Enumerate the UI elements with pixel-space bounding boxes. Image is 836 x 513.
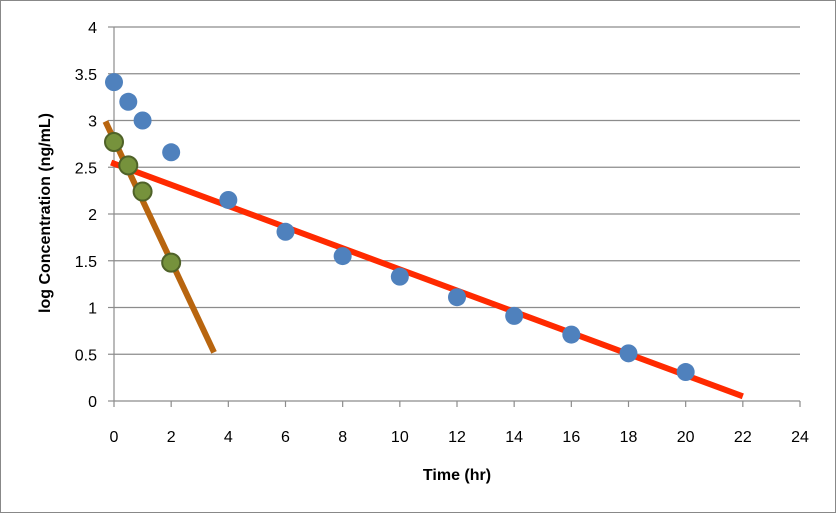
x-tick-label-0: 0 — [110, 429, 119, 446]
data-point-observed-8 — [448, 288, 466, 307]
data-point-observed-5 — [276, 222, 295, 241]
y-tick-label-2: 1 — [88, 301, 97, 318]
y-tick-label-7: 3.5 — [75, 67, 97, 84]
data-point-observed-4 — [219, 190, 238, 209]
x-tick-label-1: 2 — [167, 429, 176, 446]
data-point-observed-9 — [505, 306, 524, 325]
data-point-residuals-1 — [118, 155, 139, 176]
data-point-observed-7 — [390, 267, 409, 286]
y-axis-title: log Concentration (ng/mL) — [37, 113, 54, 313]
y-tick-label-0: 0 — [88, 394, 97, 411]
x-tick-label-2: 4 — [224, 429, 233, 446]
x-tick-label-3: 6 — [281, 429, 290, 446]
x-tick-label-5: 10 — [391, 429, 409, 446]
trend-lines — [102, 120, 744, 400]
data-point-residuals-3 — [161, 252, 182, 273]
x-axis-title: Time (hr) — [423, 467, 491, 484]
x-tick-label-8: 16 — [562, 429, 580, 446]
data-point-observed-11 — [619, 344, 638, 363]
y-tick-label-8: 4 — [88, 20, 97, 37]
y-tick-label-5: 2.5 — [75, 160, 97, 177]
y-tick-label-3: 1.5 — [75, 254, 97, 271]
gridlines — [114, 26, 800, 355]
y-tick-label-6: 3 — [88, 114, 97, 131]
data-point-observed-1 — [119, 92, 138, 111]
data-points — [104, 73, 695, 382]
trend-line-elimination-line — [110, 159, 744, 400]
data-point-residuals-0 — [104, 132, 124, 153]
y-tick-label-4: 2 — [88, 207, 97, 224]
x-tick-label-4: 8 — [338, 429, 347, 446]
data-point-residuals-2 — [132, 181, 153, 202]
data-point-observed-10 — [562, 325, 581, 344]
trend-line-absorption-line — [102, 120, 217, 354]
data-point-observed-0 — [105, 73, 123, 92]
x-tick-label-7: 14 — [505, 429, 523, 446]
data-point-observed-12 — [676, 363, 695, 382]
x-tick-label-12: 24 — [791, 429, 809, 446]
data-point-observed-3 — [162, 143, 181, 162]
y-tick-label-1: 0.5 — [75, 347, 97, 364]
x-tick-label-9: 18 — [620, 429, 638, 446]
data-point-observed-2 — [133, 111, 152, 130]
x-tick-label-11: 22 — [734, 429, 752, 446]
x-tick-label-10: 20 — [677, 429, 695, 446]
x-tick-label-6: 12 — [448, 429, 466, 446]
data-point-observed-6 — [333, 247, 352, 266]
